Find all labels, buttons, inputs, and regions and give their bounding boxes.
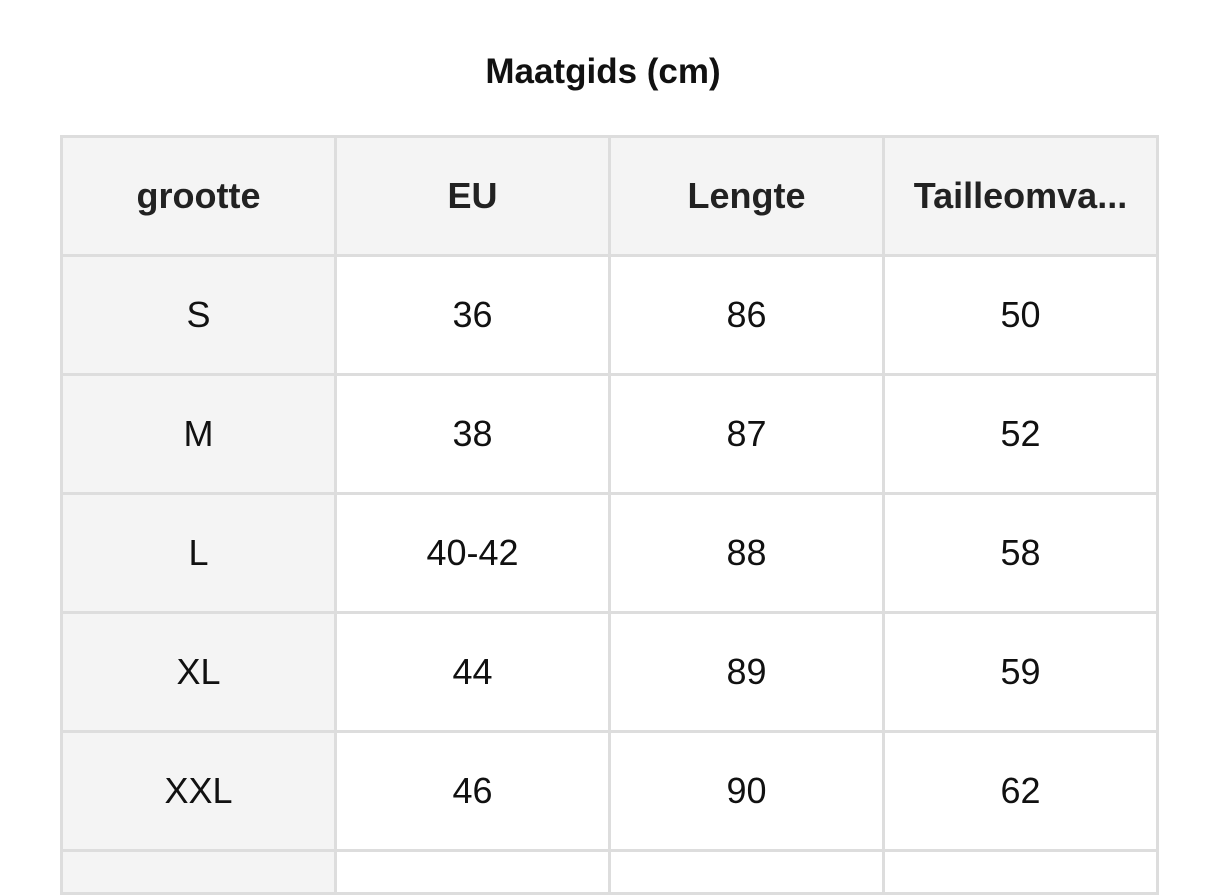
table-row: S 36 86 50: [60, 254, 1159, 376]
table-cell: [882, 849, 1159, 895]
table-cell: [334, 849, 611, 895]
header-row: grootte EU Lengte Tailleomva...: [60, 135, 1159, 257]
table-cell: 52: [882, 373, 1159, 495]
table-cell: XL: [60, 611, 337, 733]
table-cell: 38: [334, 373, 611, 495]
table-cell: 36: [334, 254, 611, 376]
header-length: Lengte: [608, 135, 885, 257]
table-cell: 40-42: [334, 492, 611, 614]
size-guide-table: grootte EU Lengte Tailleomva... S 36 86 50 M…: [60, 135, 1159, 895]
table-cell: XXL: [60, 730, 337, 852]
table-cell: [60, 849, 337, 895]
table-cell: 89: [608, 611, 885, 733]
table-row: XL 44 89 59: [60, 611, 1159, 733]
header-waist: Tailleomva...: [882, 135, 1159, 257]
table-cell: 86: [608, 254, 885, 376]
table-cell: [608, 849, 885, 895]
table-cell: 44: [334, 611, 611, 733]
table-row-partial: [60, 849, 1159, 895]
table-cell: M: [60, 373, 337, 495]
table-cell: 90: [608, 730, 885, 852]
table-cell: 46: [334, 730, 611, 852]
table-cell: 87: [608, 373, 885, 495]
header-eu: EU: [334, 135, 611, 257]
table-cell: S: [60, 254, 337, 376]
table-cell: 50: [882, 254, 1159, 376]
table-row: M 38 87 52: [60, 373, 1159, 495]
header-size: grootte: [60, 135, 337, 257]
table-cell: 59: [882, 611, 1159, 733]
table-cell: 62: [882, 730, 1159, 852]
table-cell: L: [60, 492, 337, 614]
table-row: XXL 46 90 62: [60, 730, 1159, 852]
table-cell: 88: [608, 492, 885, 614]
table-row: L 40-42 88 58: [60, 492, 1159, 614]
page-title: Maatgids (cm): [485, 52, 721, 91]
table-cell: 58: [882, 492, 1159, 614]
